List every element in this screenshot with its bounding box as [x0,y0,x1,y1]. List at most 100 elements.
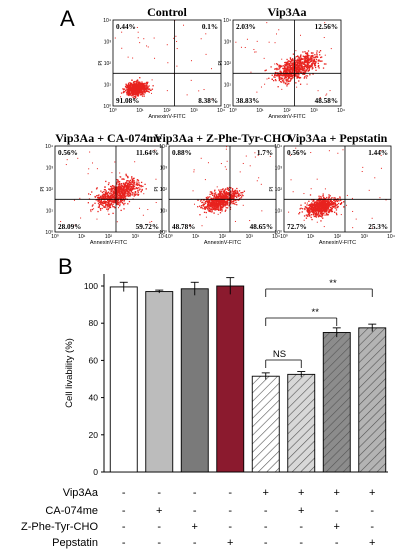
x-tick-label: 10³ [361,234,369,240]
treatment-sign: - [264,537,268,549]
flow-plot: Vip3Aa + CA-074me 0.56% 11.64% 28.09% 59.72%… [40,131,166,246]
bar [322,332,351,473]
y-tick-label: 10⁰ [45,230,53,236]
x-tick-label: 10³ [246,234,254,240]
x-axis-label: AnnexinV-FITC [204,240,241,246]
treatment-sign: + [369,487,375,499]
x-tick-label: 10⁴ [272,234,280,240]
quadrant-lr: 8.38% [198,97,218,105]
y-axis-label: PI [40,186,46,192]
y-tick-label: 10¹ [104,83,112,89]
x-tick-label: 10² [334,234,342,240]
y-tick-label: 10¹ [46,209,54,215]
treatment-sign: - [335,537,339,549]
x-tick-label: 10² [163,108,171,114]
y-tick-label: 10⁴ [223,18,231,24]
y-tick-label: 10¹ [275,209,283,215]
y-axis-label: Cell livability (%) [64,338,75,408]
x-tick-label: 10³ [310,108,318,114]
quadrant-ll: 91.08% [116,97,139,105]
y-tick-label: 10³ [224,40,232,46]
flow-plot-events [288,147,387,229]
quadrant-lr: 48.65% [250,223,273,231]
flow-plot-title: Vip3Aa + CA-074me [55,131,162,145]
y-tick-label: 60 [89,355,99,365]
treatment-label: Z-Phe-Tyr-CHO [21,521,98,533]
treatment-row: Z-Phe-Tyr-CHO - - + - - - + - [21,521,374,533]
x-tick-label: 10² [105,234,113,240]
x-tick-label: 10⁰ [165,234,173,240]
flow-plot: Vip3Aa + Z-Phe-Tyr-CHO 0.88% 1.7% 48.78% 48.… [154,131,291,246]
treatment-sign: - [264,505,268,517]
x-axis-label: AnnexinV-FITC [268,114,305,120]
treatment-sign: - [299,537,303,549]
quadrant-lr: 25.3% [368,223,388,231]
treatment-sign: - [122,537,126,549]
x-tick-label: 10² [219,234,227,240]
treatment-sign: - [122,505,126,517]
x-tick-label: 10³ [132,234,140,240]
treatment-sign: - [299,521,303,533]
significance-bracket: NS [265,349,302,368]
treatment-sign: + [334,521,340,533]
y-tick-label: 20 [89,430,99,440]
significance-bracket: ** [265,307,338,326]
y-tick-label: 10² [46,187,54,193]
y-tick-label: 10² [104,61,112,67]
treatment-sign: - [122,521,126,533]
x-tick-label: 10² [283,108,291,114]
y-tick-label: 10¹ [224,83,232,89]
quadrant-ur: 11.64% [136,149,159,157]
x-tick-label: 10⁰ [109,108,117,114]
y-tick-label: 10³ [104,40,112,46]
treatment-sign: + [156,505,162,517]
treatment-sign: - [228,505,232,517]
y-tick-label: 10² [160,187,168,193]
quadrant-ur: 1.7% [257,149,273,157]
x-tick-label: 10¹ [192,234,200,240]
treatment-sign: - [193,537,197,549]
bar [216,285,245,473]
treatment-sign: - [193,487,197,499]
x-tick-label: 10⁴ [387,234,395,240]
treatment-label: CA-074me [45,505,98,517]
flow-plot-title: Vip3Aa + Pepstatin [288,131,388,145]
quadrant-ur: 12.56% [315,23,338,31]
treatment-sign: - [335,505,339,517]
quadrant-ll: 48.78% [172,223,195,231]
y-tick-label: 10⁰ [223,104,231,110]
y-tick-label: 10⁰ [103,104,111,110]
x-tick-label: 10¹ [78,234,86,240]
y-tick-label: 10² [224,61,232,67]
y-tick-label: 0 [93,467,98,477]
quadrant-ur: 0.1% [202,23,218,31]
flow-plot: Vip3Aa + Pepstatin 0.56% 1.44% 72.7% 25.3% 10… [269,131,395,246]
panel-a-label: A [60,6,75,31]
treatment-row: Pepstatin - - - + - - - + [52,537,375,549]
treatment-sign: - [264,521,268,533]
y-axis-label: PI [269,186,275,192]
y-tick-label: 10⁴ [103,18,111,24]
y-tick-label: 10¹ [160,209,168,215]
treatment-sign: - [228,487,232,499]
significance-label: ** [312,307,320,318]
x-tick-label: 10³ [190,108,198,114]
x-tick-label: 10⁰ [51,234,59,240]
x-tick-label: 10¹ [136,108,144,114]
treatment-sign: - [228,521,232,533]
y-tick-label: 10⁴ [159,144,167,150]
quadrant-ur: 1.44% [368,149,388,157]
treatment-label: Vip3Aa [63,487,99,499]
treatment-sign: - [157,487,161,499]
treatment-sign: - [370,521,374,533]
flow-plot-events [235,22,332,99]
y-tick-label: 40 [89,393,99,403]
bar [109,286,138,473]
bar [180,288,209,473]
treatment-sign: - [157,521,161,533]
y-tick-label: 10⁰ [159,230,167,236]
y-axis-label: PI [98,60,104,66]
flow-plot-title: Vip3Aa + Z-Phe-Tyr-CHO [154,131,290,145]
